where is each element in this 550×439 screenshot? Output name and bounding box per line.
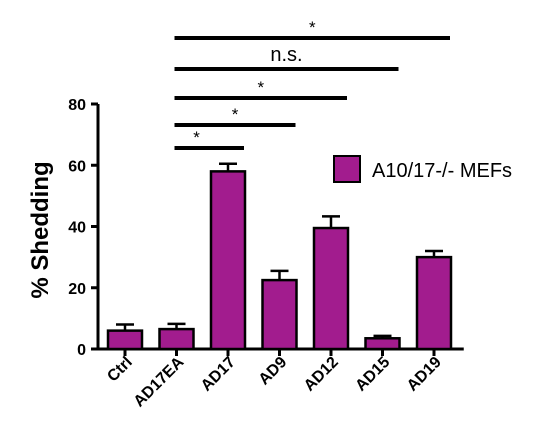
- bar-ctrl: [106, 329, 144, 351]
- x-tick-label: AD17EA: [131, 353, 188, 410]
- y-tick-label: 40: [68, 220, 86, 237]
- significance-label: *: [257, 78, 264, 97]
- x-tick-label: Ctrl: [104, 354, 136, 386]
- bar-ad12: [312, 226, 350, 351]
- y-tick-label: 80: [68, 97, 86, 114]
- legend-label: A10/17-/- MEFs: [372, 160, 512, 182]
- x-tick-label: AD9: [256, 354, 291, 389]
- significance-label: n.s.: [270, 44, 302, 66]
- significance-label: *: [309, 18, 316, 37]
- y-tick-label: 0: [77, 342, 86, 359]
- legend-swatch: [333, 155, 361, 183]
- x-tick-label: AD15: [352, 354, 393, 395]
- bar-ad19: [415, 255, 453, 351]
- bar-ad9: [261, 278, 298, 351]
- significance-label: *: [193, 128, 200, 147]
- x-tick-label: AD17: [198, 354, 239, 395]
- bar-ad17ea: [158, 327, 195, 351]
- legend: A10/17-/- MEFs: [333, 155, 512, 183]
- x-tick-label: AD19: [404, 354, 445, 395]
- x-tick-label: AD12: [301, 354, 342, 395]
- y-axis-title: % Shedding: [27, 161, 54, 298]
- bar-ad15: [364, 337, 401, 351]
- significance-label: *: [232, 105, 239, 124]
- bar-ad17: [209, 170, 247, 351]
- y-tick-label: 20: [68, 281, 86, 298]
- y-tick-label: 60: [68, 158, 86, 175]
